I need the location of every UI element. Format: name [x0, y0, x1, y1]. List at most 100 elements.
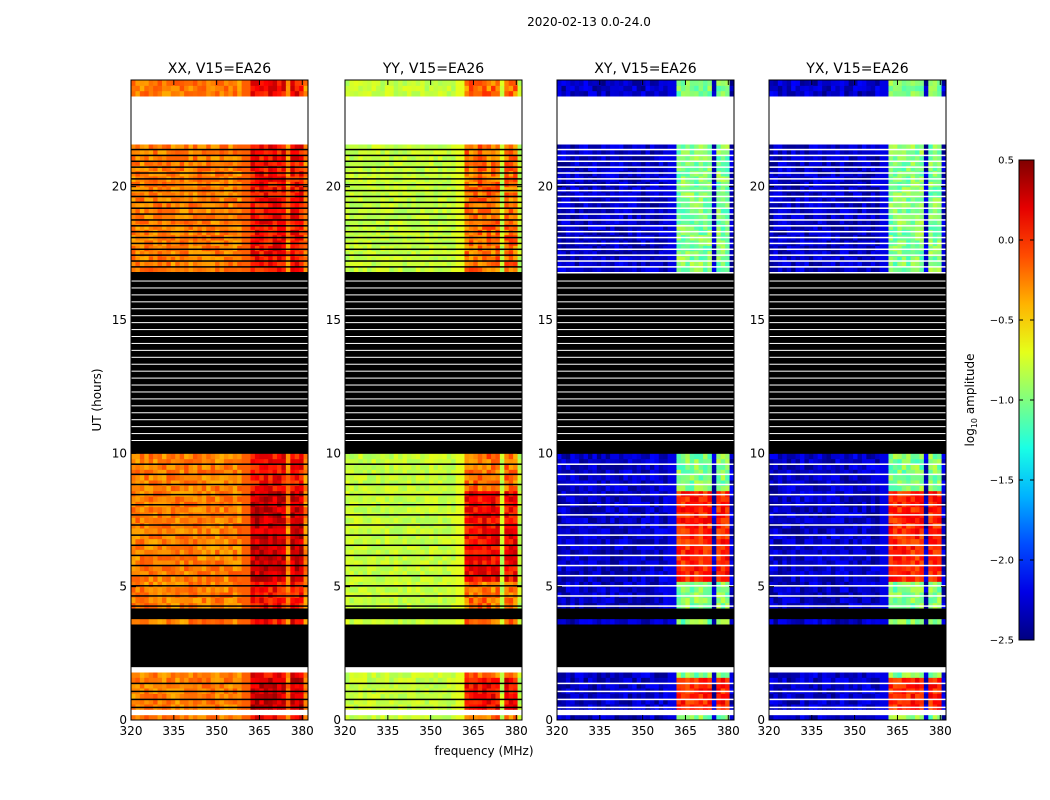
heatmap-cell [389, 528, 395, 534]
heatmap-cell [272, 464, 278, 470]
heatmap-cell [215, 682, 220, 689]
heatmap-cell [179, 565, 185, 572]
heatmap-cell [175, 560, 181, 566]
heatmap-cell [362, 266, 368, 273]
heatmap-cell [246, 224, 251, 230]
heatmap-cell [424, 208, 430, 214]
heatmap-cell [508, 570, 514, 577]
heatmap-cell [415, 576, 421, 582]
heatmap-cell [460, 586, 465, 593]
heatmap-cell [294, 570, 300, 577]
heatmap-cell [206, 160, 212, 166]
heatmap-cell [263, 453, 269, 460]
heatmap-cell [464, 597, 470, 604]
heatmap-cell [290, 192, 296, 198]
heatmap-cell [241, 458, 247, 465]
heatmap-cell [215, 144, 220, 150]
heatmap-cell [232, 693, 238, 700]
heatmap-cell [491, 256, 496, 262]
heatmap-cell [215, 218, 220, 225]
heatmap-cell [442, 261, 448, 268]
heatmap-cell [201, 618, 207, 625]
heatmap-cell [504, 506, 510, 513]
heatmap-cell [232, 485, 238, 492]
heatmap-cell [290, 224, 296, 230]
heatmap-cell [228, 474, 234, 481]
heatmap-cell [437, 533, 443, 540]
heatmap-cell [486, 560, 492, 566]
heatmap-cell [393, 208, 399, 214]
heatmap-cell [148, 144, 154, 150]
heatmap-cell [473, 192, 479, 198]
heatmap-cell [148, 165, 154, 172]
heatmap-cell [139, 496, 145, 502]
heatmap-cell [486, 714, 492, 721]
heatmap-cell [184, 517, 190, 524]
heatmap-cell [144, 693, 150, 700]
heatmap-cell [371, 682, 377, 689]
heatmap-cell [353, 208, 359, 214]
heatmap-cell [349, 256, 355, 262]
heatmap-cell [175, 565, 181, 572]
heatmap-cell [380, 592, 386, 598]
heatmap-cell [303, 714, 309, 721]
heatmap-cell [406, 538, 412, 545]
heatmap-cell [263, 208, 269, 214]
heatmap-cell [389, 496, 395, 502]
heatmap-cell [353, 549, 359, 556]
figure-title: 2020-02-13 0.0-24.0 [527, 15, 651, 29]
heatmap-cell [517, 250, 523, 257]
heatmap-cell [268, 208, 274, 214]
heatmap-cell [402, 208, 408, 214]
heatmap-cell [303, 682, 309, 689]
heatmap-cell [513, 549, 519, 556]
heatmap-row [131, 282, 308, 289]
heatmap-cell [429, 480, 434, 486]
heatmap-cell [451, 453, 457, 460]
heatmap-cell [389, 208, 395, 214]
heatmap-cell [482, 213, 488, 220]
heatmap-cell [380, 469, 386, 476]
heatmap-cell [277, 165, 282, 172]
heatmap-cell [139, 565, 145, 572]
heatmap-cell [148, 458, 154, 465]
heatmap-cell [161, 533, 167, 540]
heatmap-cell [353, 517, 359, 524]
heatmap-cell [215, 554, 220, 561]
heatmap-cell [210, 458, 216, 465]
heatmap-cell [179, 474, 185, 481]
heatmap-cell [442, 192, 448, 198]
heatmap-cell [250, 714, 256, 721]
heatmap-cell [290, 714, 296, 721]
heatmap-cell [486, 528, 492, 534]
heatmap-cell [353, 554, 359, 561]
heatmap-cell [153, 592, 159, 598]
heatmap-cell [442, 245, 448, 252]
heatmap-cell [299, 485, 305, 492]
heatmap-cell [175, 592, 181, 598]
heatmap-cell [179, 144, 185, 150]
heatmap-cell [406, 490, 412, 497]
heatmap-cell [495, 202, 501, 209]
heatmap-cell [170, 714, 176, 721]
heatmap-cell [192, 554, 198, 561]
heatmap-cell [263, 565, 269, 572]
heatmap-cell [513, 458, 519, 465]
heatmap-cell [398, 714, 404, 721]
heatmap-cell [429, 186, 434, 193]
heatmap-cell [179, 160, 185, 166]
heatmap-cell [294, 261, 300, 268]
heatmap-cell [504, 218, 510, 225]
heatmap-cell [508, 586, 514, 593]
heatmap-cell [290, 597, 296, 604]
heatmap-cell [175, 682, 181, 689]
heatmap-cell [451, 570, 457, 577]
heatmap-cell [499, 533, 505, 540]
heatmap-cell [170, 693, 176, 700]
heatmap-cell [362, 490, 368, 497]
heatmap-cell [290, 245, 296, 252]
heatmap-cell [188, 693, 194, 700]
heatmap-cell [277, 149, 282, 156]
heatmap-cell [131, 533, 136, 540]
heatmap-cell [442, 490, 448, 497]
